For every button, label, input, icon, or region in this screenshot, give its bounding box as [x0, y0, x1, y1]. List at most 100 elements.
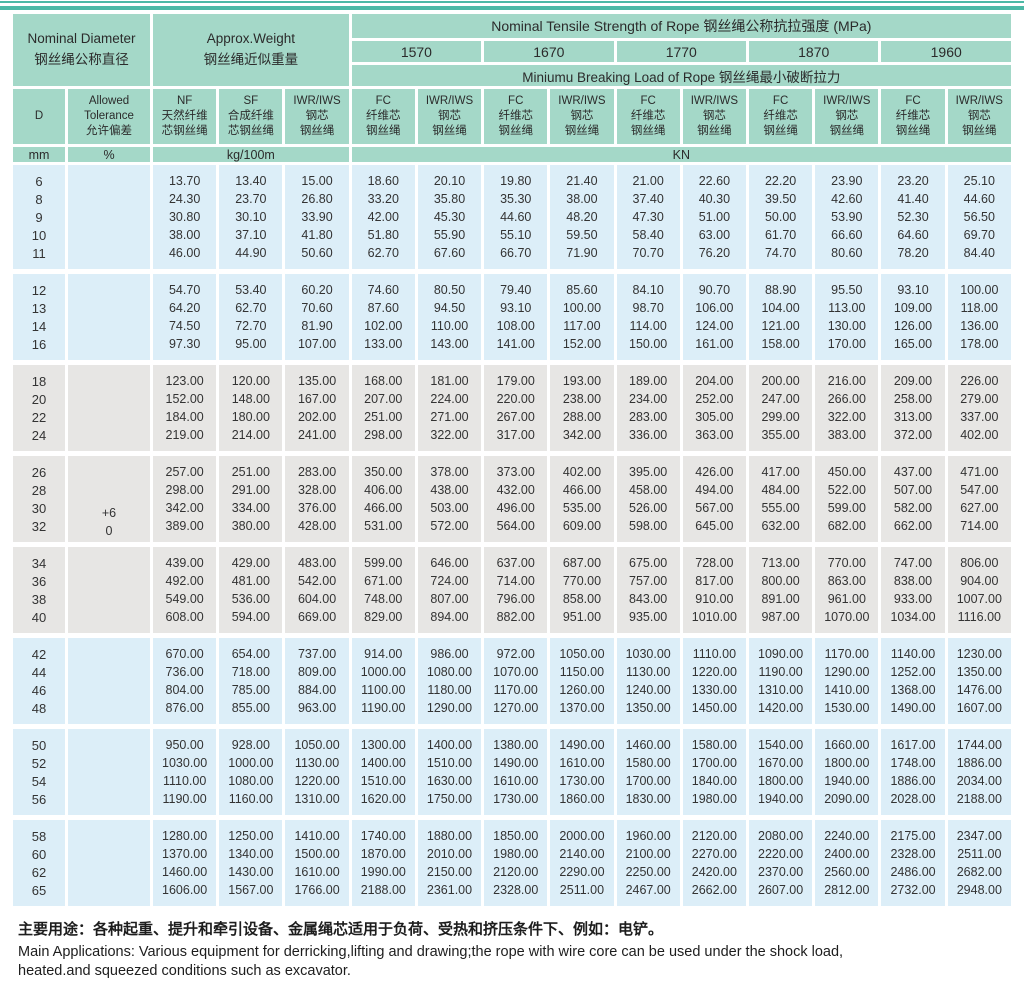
- value-cell: 632.00: [748, 517, 813, 542]
- value-cell: 1310.00: [748, 681, 813, 699]
- value-cell: 184.00: [153, 408, 217, 426]
- header-line: 合成纤维: [227, 109, 274, 122]
- group-gap: [13, 451, 1011, 456]
- value-cell: 972.00: [484, 638, 548, 663]
- spec-row: 62 1460.00 1430.00 1610.00 1990.00 2150.00 212…: [13, 863, 1011, 881]
- group-gap-cell: [13, 451, 1011, 456]
- value-cell: 757.00: [616, 572, 680, 590]
- value-cell: 1490.00: [550, 729, 614, 754]
- header-line: 钢芯: [570, 109, 594, 122]
- value-cell: 271.00: [417, 408, 482, 426]
- value-cell: 627.00: [947, 499, 1011, 517]
- spec-row: 11 46.00 44.90 50.60 62.70 67.60 66.70 71.90 70.…: [13, 244, 1011, 269]
- value-cell: 987.00: [748, 608, 813, 633]
- value-cell: 1170.00: [484, 681, 548, 699]
- value-cell: 1730.00: [550, 772, 614, 790]
- value-cell: 1330.00: [682, 681, 746, 699]
- value-cell: 1420.00: [748, 699, 813, 724]
- value-cell: 48.20: [550, 208, 614, 226]
- value-cell: 30.10: [219, 208, 283, 226]
- group-gap-cell: [13, 633, 1011, 638]
- value-cell: 2812.00: [815, 881, 879, 906]
- group-gap-cell: [13, 724, 1011, 729]
- value-cell: 807.00: [417, 590, 482, 608]
- spec-row: 32 389.00 380.00 428.00 531.00 572.00 564.00 60…: [13, 517, 1011, 542]
- value-cell: 843.00: [616, 590, 680, 608]
- value-cell: 84.10: [616, 274, 680, 299]
- spec-row: 16 97.30 95.00 107.00 133.00 143.00 141.00 152.…: [13, 335, 1011, 360]
- value-cell: 2270.00: [682, 845, 746, 863]
- value-cell: 179.00: [484, 365, 548, 390]
- value-cell: 1410.00: [815, 681, 879, 699]
- value-cell: 1660.00: [815, 729, 879, 754]
- value-cell: 15.00: [285, 165, 349, 190]
- value-cell: 804.00: [153, 681, 217, 699]
- value-cell: 19.80: [484, 165, 548, 190]
- value-cell: 1140.00: [881, 638, 945, 663]
- value-cell: 378.00: [417, 456, 482, 481]
- header-line: 钢丝绳: [432, 125, 467, 138]
- value-cell: 494.00: [682, 481, 746, 499]
- value-cell: 124.00: [682, 317, 746, 335]
- value-cell: 328.00: [285, 481, 349, 499]
- value-cell: 95.00: [219, 335, 283, 360]
- value-cell: 95.50: [815, 274, 879, 299]
- value-cell: 1030.00: [616, 638, 680, 663]
- value-cell: 106.00: [682, 299, 746, 317]
- value-cell: 1270.00: [484, 699, 548, 724]
- value-cell: 555.00: [748, 499, 813, 517]
- value-cell: 62.70: [351, 244, 415, 269]
- value-cell: 21.00: [616, 165, 680, 190]
- diameter-cell: 8: [13, 190, 65, 208]
- tolerance-line: 0: [105, 523, 113, 538]
- value-cell: 372.00: [881, 426, 945, 451]
- value-cell: 33.20: [351, 190, 415, 208]
- value-cell: 2090.00: [815, 790, 879, 815]
- value-cell: 216.00: [815, 365, 879, 390]
- value-cell: 181.00: [417, 365, 482, 390]
- diameter-cell: 13: [13, 299, 65, 317]
- value-cell: 481.00: [219, 572, 283, 590]
- value-cell: 200.00: [748, 365, 813, 390]
- value-cell: 713.00: [748, 547, 813, 572]
- header-col-iwr-iws: IWR/IWS 钢芯 钢丝绳: [815, 89, 879, 147]
- value-cell: 1940.00: [815, 772, 879, 790]
- diameter-cell: 14: [13, 317, 65, 335]
- header-line: IWR/IWS: [558, 94, 606, 107]
- value-cell: 46.00: [153, 244, 217, 269]
- value-cell: 35.30: [484, 190, 548, 208]
- value-cell: 507.00: [881, 481, 945, 499]
- value-cell: 604.00: [285, 590, 349, 608]
- value-cell: 167.00: [285, 390, 349, 408]
- tolerance-line: +6: [101, 505, 117, 520]
- value-cell: 336.00: [616, 426, 680, 451]
- header-line: 钢丝绳: [962, 125, 997, 138]
- header-tensile-strength-title: Nominal Tensile Strength of Rope 钢丝绳公称抗拉…: [351, 14, 1011, 41]
- value-cell: 1870.00: [351, 845, 415, 863]
- value-cell: 1230.00: [947, 638, 1011, 663]
- value-cell: 567.00: [682, 499, 746, 517]
- header-line: 纤维芯: [366, 109, 401, 122]
- value-cell: 1766.00: [285, 881, 349, 906]
- value-cell: 599.00: [351, 547, 415, 572]
- spec-row: 54 1110.00 1080.00 1220.00 1510.00 1630.00 161…: [13, 772, 1011, 790]
- value-cell: 951.00: [550, 608, 614, 633]
- header-line: 天然纤维: [161, 109, 208, 122]
- value-cell: 123.00: [153, 365, 217, 390]
- header-line: Nominal Diameter: [27, 31, 136, 47]
- header-line: 芯钢丝绳: [227, 125, 274, 138]
- unit-load-cell: KN: [351, 147, 1011, 165]
- header-line: 钢丝绳: [366, 125, 401, 138]
- spec-row: 48 876.00 855.00 963.00 1190.00 1290.00 1270.0…: [13, 699, 1011, 724]
- spec-row: 8 24.30 23.70 26.80 33.20 35.80 35.30 38.00 37.4…: [13, 190, 1011, 208]
- value-cell: 1460.00: [153, 863, 217, 881]
- footer-main-applications-zh: 主要用途：各种起重、提升和牵引设备、金属绳芯适用于负荷、受热和挤压条件下、例如：…: [18, 921, 664, 938]
- diameter-cell: 9: [13, 208, 65, 226]
- value-cell: 37.40: [616, 190, 680, 208]
- value-cell: 113.00: [815, 299, 879, 317]
- value-cell: 1090.00: [748, 638, 813, 663]
- value-cell: 1116.00: [947, 608, 1011, 633]
- value-cell: 1130.00: [285, 754, 349, 772]
- value-cell: 531.00: [351, 517, 415, 542]
- value-cell: 64.20: [153, 299, 217, 317]
